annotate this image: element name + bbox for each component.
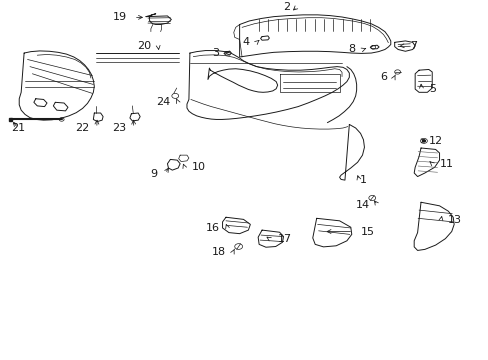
Text: 21: 21 (11, 123, 25, 133)
Text: 23: 23 (112, 123, 126, 133)
Circle shape (422, 140, 425, 142)
Text: 22: 22 (75, 123, 89, 133)
Text: 19: 19 (112, 12, 126, 22)
Text: 4: 4 (242, 37, 249, 48)
Text: 18: 18 (211, 247, 225, 257)
Text: 17: 17 (277, 234, 291, 244)
Text: 16: 16 (206, 223, 220, 233)
Text: 10: 10 (191, 162, 205, 172)
Text: 6: 6 (379, 72, 386, 82)
Text: 7: 7 (409, 41, 417, 51)
Bar (9, 118, 12, 121)
Text: 1: 1 (359, 175, 366, 185)
Text: 3: 3 (212, 48, 219, 58)
Text: 20: 20 (137, 41, 151, 51)
Text: 12: 12 (428, 136, 442, 146)
Text: 24: 24 (156, 96, 170, 107)
Text: 14: 14 (355, 200, 369, 210)
Text: 15: 15 (360, 226, 374, 237)
Text: 9: 9 (150, 169, 158, 179)
Text: 13: 13 (447, 215, 461, 225)
Text: 5: 5 (428, 84, 435, 94)
Text: 2: 2 (282, 2, 289, 12)
Text: 11: 11 (439, 159, 452, 169)
Text: 8: 8 (348, 45, 355, 54)
